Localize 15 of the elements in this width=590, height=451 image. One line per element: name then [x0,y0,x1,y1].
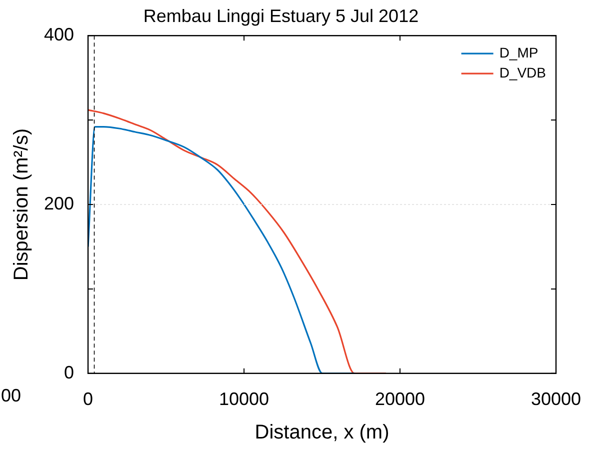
x-tick-label: 30000 [530,389,582,410]
legend-label: D_VDB [499,64,546,80]
line-series [88,126,356,374]
legend-label: D_MP [499,44,538,60]
x-tick-label: 0 [83,389,94,410]
x-tick-label: 10000 [218,389,270,410]
y-axis-title: Dispersion (m²/s) [10,128,33,281]
y-tick-label: 200 [44,193,74,214]
y-tick-label: 400 [44,24,74,45]
text: 00 [1,385,22,406]
y-tick-label: 0 [64,362,74,382]
x-tick-label: 20000 [374,389,426,410]
chart-title: Rembau Linggi Estuary 5 Jul 2012 [143,6,419,26]
x-axis-title: Distance, x (m) [254,422,390,444]
line-series [88,109,387,374]
